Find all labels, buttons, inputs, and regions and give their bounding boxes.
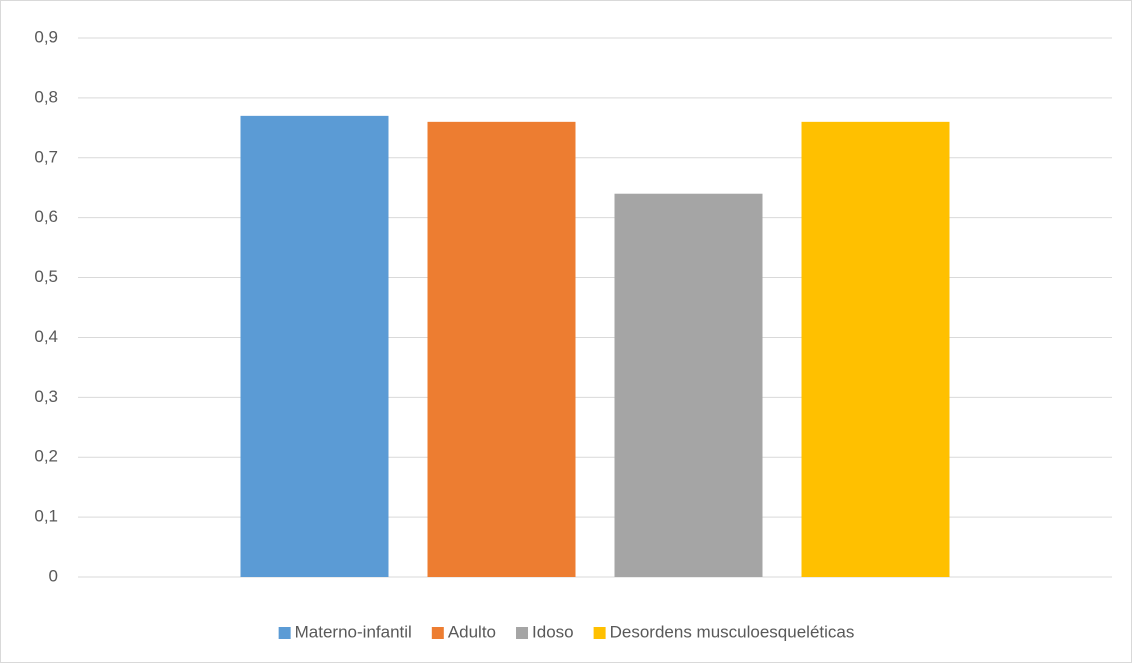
y-tick-label: 0,9 <box>34 27 58 46</box>
y-tick-label: 0,2 <box>34 447 58 466</box>
legend-swatch <box>593 627 606 639</box>
y-tick-label: 0,6 <box>34 207 58 226</box>
legend-label: Desordens musculoesqueléticas <box>610 622 855 641</box>
y-tick-label: 0,5 <box>34 267 58 286</box>
legend-label: Idoso <box>532 622 574 641</box>
legend-label: Materno-infantil <box>295 622 412 641</box>
bar <box>614 193 763 577</box>
y-tick-label: 0,7 <box>34 147 58 166</box>
y-tick-label: 0,8 <box>34 87 58 106</box>
y-tick-label: 0 <box>49 566 58 585</box>
y-tick-label: 0,1 <box>34 507 58 526</box>
bar <box>427 121 576 577</box>
legend-swatch <box>516 627 529 639</box>
y-tick-label: 0,3 <box>34 387 58 406</box>
legend-swatch <box>278 627 291 639</box>
bar <box>240 115 389 577</box>
legend-swatch <box>431 627 444 639</box>
y-tick-label: 0,4 <box>34 327 58 346</box>
bar <box>801 121 950 577</box>
legend-label: Adulto <box>448 622 496 641</box>
